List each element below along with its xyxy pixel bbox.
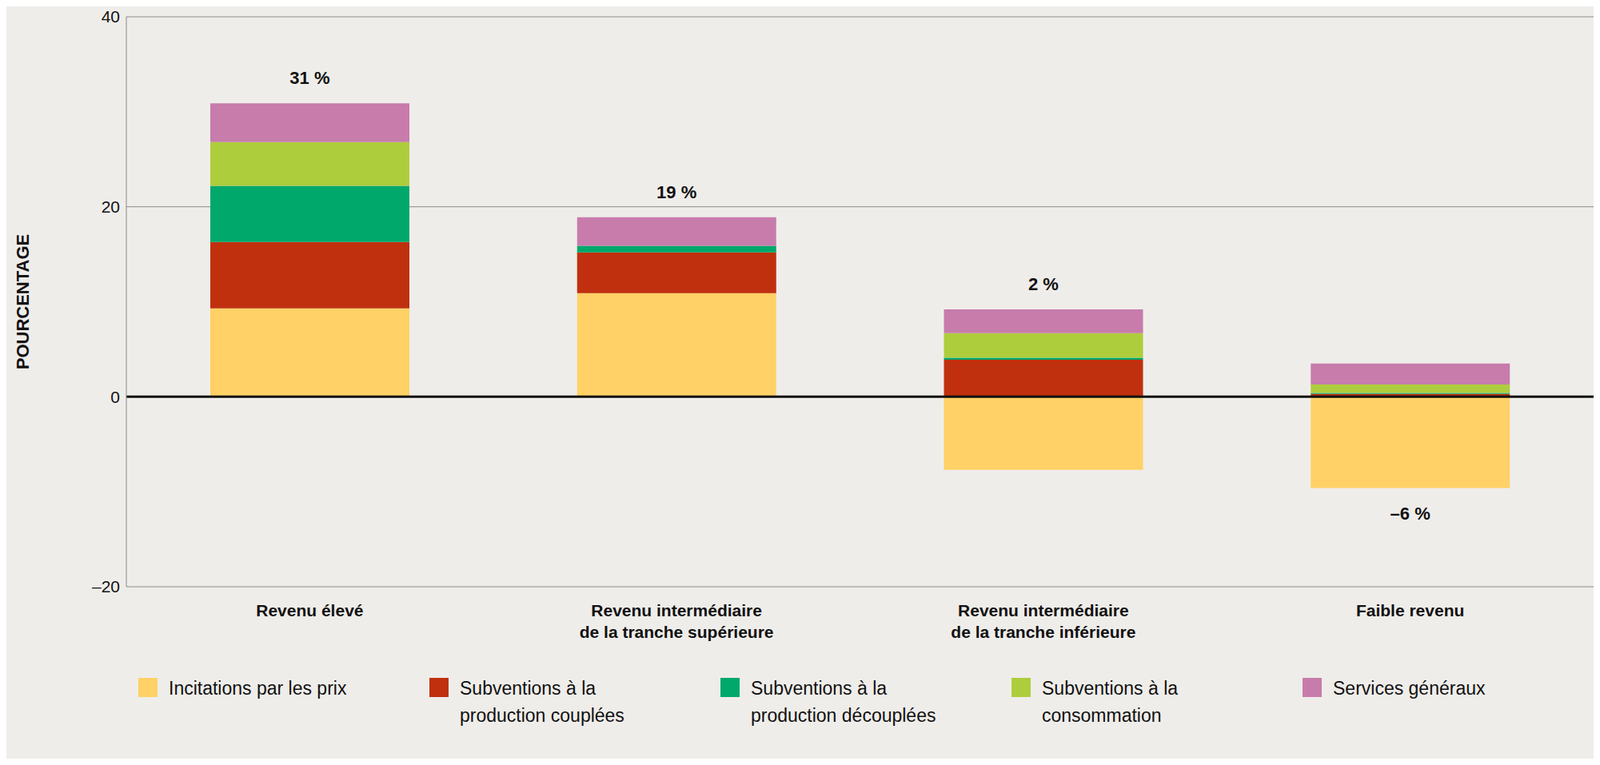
svg-text:de la tranche inférieure: de la tranche inférieure bbox=[950, 622, 1136, 642]
svg-text:–6 %: –6 % bbox=[1390, 503, 1431, 524]
svg-text:Revenu élevé: Revenu élevé bbox=[255, 601, 364, 620]
svg-text:Faible revenu: Faible revenu bbox=[1356, 601, 1465, 620]
svg-text:POURCENTAGE: POURCENTAGE bbox=[12, 234, 33, 371]
svg-text:40: 40 bbox=[101, 7, 120, 26]
html-text:Incitations par les prix: Incitations par les prix bbox=[168, 678, 347, 699]
svg-text:de la tranche supérieure: de la tranche supérieure bbox=[579, 622, 775, 642]
svg-text:31 %: 31 % bbox=[289, 67, 330, 88]
html-text:Subventions à la production dé: Subventions à la production découplées bbox=[750, 678, 936, 727]
svg-text:19 %: 19 % bbox=[656, 182, 697, 203]
svg-text:–20: –20 bbox=[91, 577, 120, 596]
svg-text:Revenu intermédiaire: Revenu intermédiaire bbox=[957, 601, 1130, 620]
svg-text:20: 20 bbox=[101, 197, 120, 216]
html-text:Subventions à la production co: Subventions à la production couplées bbox=[459, 678, 625, 727]
html-text:Subventions à la consommation: Subventions à la consommation bbox=[1041, 678, 1178, 727]
svg-text:Revenu intermédiaire: Revenu intermédiaire bbox=[590, 601, 763, 620]
svg-text:2 %: 2 % bbox=[1028, 274, 1059, 295]
svg-text:0: 0 bbox=[110, 387, 120, 407]
html-text:Services généraux: Services généraux bbox=[1332, 678, 1486, 699]
